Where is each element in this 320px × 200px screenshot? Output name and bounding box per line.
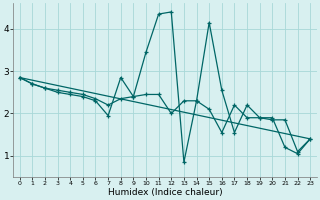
X-axis label: Humidex (Indice chaleur): Humidex (Indice chaleur) (108, 188, 222, 197)
